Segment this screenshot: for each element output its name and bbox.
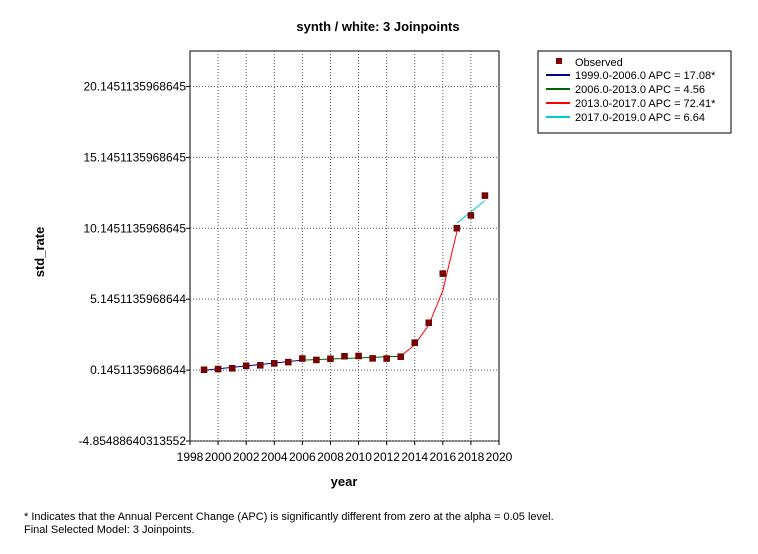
observed-point: [313, 356, 320, 364]
legend-observed-marker: [556, 58, 562, 64]
y-tick-label: 20.1451135968645: [83, 79, 186, 93]
x-tick-label: 2004: [261, 450, 288, 464]
y-tick-label: 5.1451135968644: [90, 292, 186, 306]
observed-point: [425, 319, 433, 327]
observed-point: [355, 352, 362, 360]
chart-title: synth / white: 3 Joinpoints: [296, 19, 459, 34]
legend-segment-label-1: 1999.0-2006.0 APC = 17.08*: [575, 70, 716, 82]
x-tick-label: 2016: [429, 450, 456, 464]
observed-point: [481, 192, 489, 199]
observed-point: [228, 365, 236, 372]
y-axis-label: std_rate: [32, 227, 47, 278]
observed-point: [439, 270, 447, 277]
legend-segment-label-3: 2013.0-2017.0 APC = 72.41*: [575, 98, 716, 110]
observed-point: [285, 358, 292, 366]
x-tick-label: 1998: [177, 450, 204, 464]
x-tick-label: 2018: [458, 450, 485, 464]
legend-segment-label-4: 2017.0-2019.0 APC = 6.64: [575, 112, 705, 124]
y-tick-label: -4.85488640313552: [79, 434, 187, 448]
segment-line-4: [456, 200, 486, 224]
observed-point: [467, 212, 475, 219]
y-tick-label: 15.1451135968645: [83, 150, 186, 164]
joinpoint-chart: synth / white: 3 Joinpoints -4.854886403…: [32, 19, 732, 489]
x-axis-label: year: [331, 474, 358, 489]
footnote-apc: * Indicates that the Annual Percent Chan…: [24, 511, 554, 523]
y-tick-label: 10.1451135968645: [83, 221, 186, 235]
observed-point: [256, 362, 264, 369]
x-tick-label: 2014: [401, 450, 428, 464]
x-tick-label: 2010: [345, 450, 372, 464]
observed-point: [397, 353, 404, 360]
y-tick-label: 0.1451135968644: [90, 363, 186, 377]
x-tick-label: 2000: [205, 450, 232, 464]
observed-point: [242, 362, 250, 370]
footnote-model: Final Selected Model: 3 Joinpoints.: [24, 524, 195, 536]
y-axis-ticks: -4.85488640313552 0.1451135968644 5.145113…: [79, 79, 190, 448]
observed-point: [327, 355, 334, 363]
observed-point: [411, 339, 418, 346]
legend-observed-label: Observed: [575, 57, 623, 69]
legend-box: [537, 50, 732, 134]
observed-point: [341, 353, 348, 360]
x-tick-label: 2020: [486, 450, 513, 464]
grid-lines: [190, 51, 499, 442]
observed-points: [200, 192, 489, 373]
x-tick-label: 2008: [317, 450, 344, 464]
observed-point: [453, 224, 461, 232]
observed-point: [200, 366, 208, 373]
x-axis-ticks: 1998 2000 2002 2004 2006 2008 2010 2012 2014 2016…: [177, 441, 513, 464]
legend-segment-label-2: 2006.0-2013.0 APC = 4.56: [575, 84, 705, 96]
x-tick-label: 2006: [289, 450, 316, 464]
observed-point: [214, 365, 222, 373]
x-tick-label: 2012: [373, 450, 400, 464]
observed-point: [299, 355, 306, 362]
plot-area: [189, 50, 500, 442]
observed-point: [383, 355, 390, 362]
x-tick-label: 2002: [233, 450, 260, 464]
observed-point: [271, 360, 278, 367]
observed-point: [369, 355, 376, 362]
